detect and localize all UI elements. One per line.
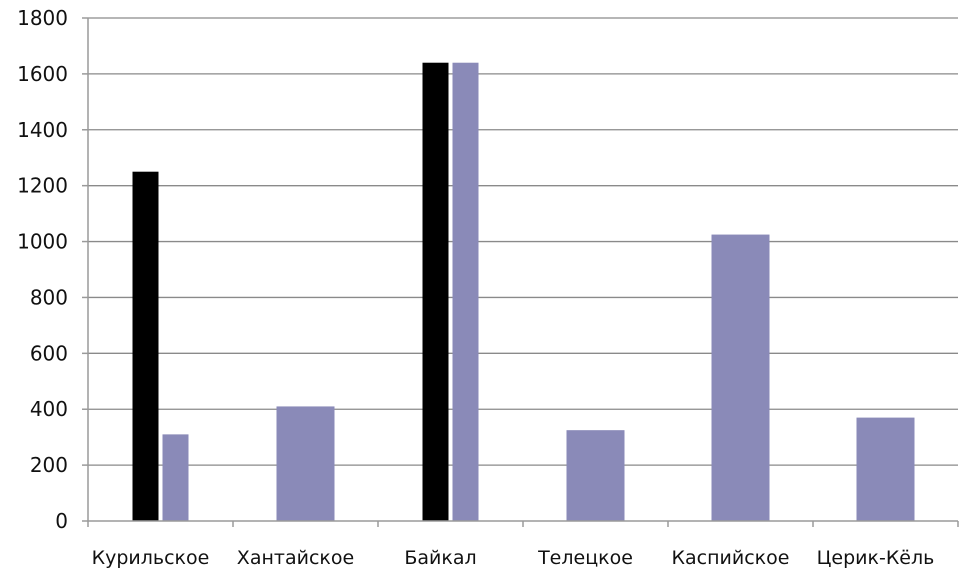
bar [711,234,770,521]
category-label: Телецкое [537,547,633,569]
gridlines [88,17,958,466]
category-label: Хантайское [237,547,354,569]
category-label: Церик-Кёль [817,547,935,569]
bar [452,62,479,521]
y-tick-label: 1800 [17,6,68,30]
y-tick-label: 1000 [17,230,68,254]
y-tick-label: 200 [30,453,68,477]
axes [82,17,959,527]
bar [132,171,159,521]
bar [856,417,915,521]
y-tick-label: 400 [30,397,68,421]
bar [566,430,625,521]
category-labels: Курильское Хантайское Байкал Телецкое Каспий… [92,547,935,569]
category-label: Байкал [404,547,476,569]
y-tick-label: 0 [55,509,68,533]
y-tick-labels: 0 200 400 600 800 1000 1200 1400 1600 1800 [17,6,68,533]
bar [162,434,189,521]
bar [422,62,449,521]
category-label: Курильское [92,547,210,569]
y-tick-label: 600 [30,341,68,365]
y-tick-label: 1400 [17,118,68,142]
bars [132,62,915,521]
bar [276,406,335,521]
y-tick-label: 1600 [17,62,68,86]
category-label: Каспийское [672,547,790,569]
y-tick-label: 1200 [17,174,68,198]
y-tick-label: 800 [30,285,68,309]
